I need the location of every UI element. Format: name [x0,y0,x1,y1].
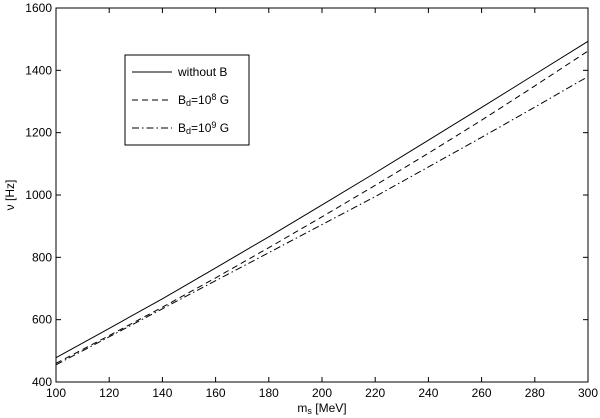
x-tick-label: 180 [259,386,279,400]
y-tick-label: 1000 [25,188,52,202]
x-tick-label: 280 [525,386,545,400]
series-line [55,76,589,366]
x-tick-label: 100 [46,386,66,400]
x-tick-label: 200 [312,386,332,400]
x-tick-label: 220 [365,386,385,400]
x-tick-label: 300 [578,386,598,400]
y-tick-label: 1200 [25,126,52,140]
x-tick-label: 240 [418,386,438,400]
y-axis-label: ν [Hz] [3,180,17,211]
legend-label: Bd=109 G [178,120,229,136]
y-tick-label: 400 [32,375,52,389]
x-tick-label: 260 [472,386,492,400]
series-line [55,40,589,359]
legend-label: without B [177,65,227,79]
x-tick-label: 140 [152,386,172,400]
y-tick-label: 800 [32,250,52,264]
x-tick-label: 120 [99,386,119,400]
x-tick-label: 160 [206,386,226,400]
y-tick-label: 1600 [25,1,52,15]
series-line [55,50,589,364]
y-tick-label: 600 [32,313,52,327]
legend-label: Bd=108 G [178,92,229,108]
x-axis-label: ms [MeV] [297,401,346,416]
y-tick-label: 1400 [25,63,52,77]
